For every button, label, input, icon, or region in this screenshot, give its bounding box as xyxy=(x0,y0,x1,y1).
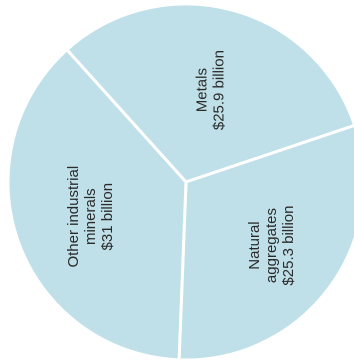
slice-category-label: Metals xyxy=(194,68,211,112)
slice-label-natural-aggregates: Naturalaggregates$25.3 billion xyxy=(246,206,297,286)
pie-labels: Metals$25.9 billionNaturalaggregates$25.… xyxy=(65,50,297,285)
pie-slice-other-industrial-minerals xyxy=(6,48,188,360)
slice-category-label: Other industrial xyxy=(65,166,82,268)
slice-label-text: Other industrialminerals$31 billion xyxy=(65,166,116,268)
slice-value-label: $31 billion xyxy=(99,183,116,251)
slice-value-label: $25.3 billion xyxy=(280,206,297,286)
slice-label-text: Metals$25.9 billion xyxy=(194,50,228,130)
pie-slice-metals xyxy=(65,2,354,184)
slice-category-label: Natural xyxy=(246,221,263,269)
slice-category-label: aggregates xyxy=(263,208,280,283)
pie-slices xyxy=(6,2,354,360)
slice-category-label: minerals xyxy=(82,188,99,245)
pie-slice-natural-aggregates xyxy=(177,123,354,360)
slice-label-metals: Metals$25.9 billion xyxy=(194,50,228,130)
slice-label-text: Naturalaggregates$25.3 billion xyxy=(246,206,297,286)
slice-value-label: $25.9 billion xyxy=(211,50,228,130)
slice-label-other-industrial-minerals: Other industrialminerals$31 billion xyxy=(65,166,116,268)
